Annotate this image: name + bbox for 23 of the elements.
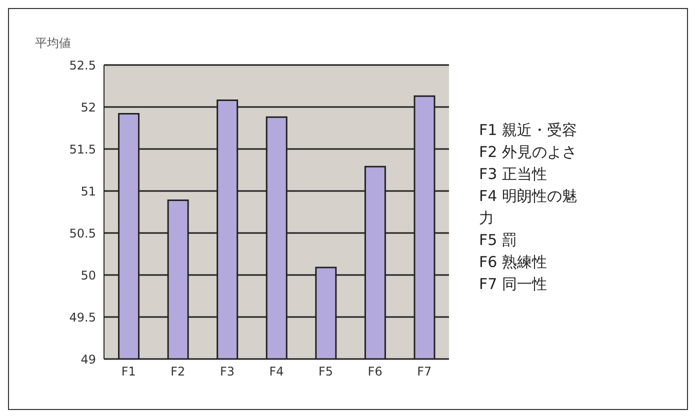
x-tick-label: F4	[269, 364, 284, 379]
y-tick-label: 49	[80, 352, 96, 366]
text: F7 同一性	[479, 274, 548, 295]
text: F6 熟練性	[479, 252, 548, 273]
x-tick-label: F3	[220, 364, 234, 379]
y-axis-title: 平均値	[35, 35, 71, 52]
x-tick-label: F1	[121, 364, 136, 379]
y-tick-label: 52	[80, 100, 96, 114]
y-tick-label: 51.5	[69, 142, 96, 156]
x-tick-label: F2	[170, 364, 186, 379]
x-tick-label: F5	[318, 364, 334, 379]
text: F1 親近・受容	[479, 120, 578, 141]
text: F2 外見のよさ	[479, 142, 578, 163]
text: F4 明朗性の魅力	[479, 186, 578, 229]
y-tick-label: 49.5	[69, 310, 96, 324]
x-tick-label: F6	[368, 364, 382, 379]
y-tick-label: 50	[80, 268, 96, 282]
y-tick-label: 51	[80, 184, 96, 198]
text: F3 正当性	[479, 164, 548, 185]
y-tick-label: 52.5	[69, 58, 96, 72]
y-tick-label: 50.5	[69, 226, 96, 240]
x-tick-label: F7	[417, 364, 432, 379]
text: F5 罰	[479, 230, 518, 251]
